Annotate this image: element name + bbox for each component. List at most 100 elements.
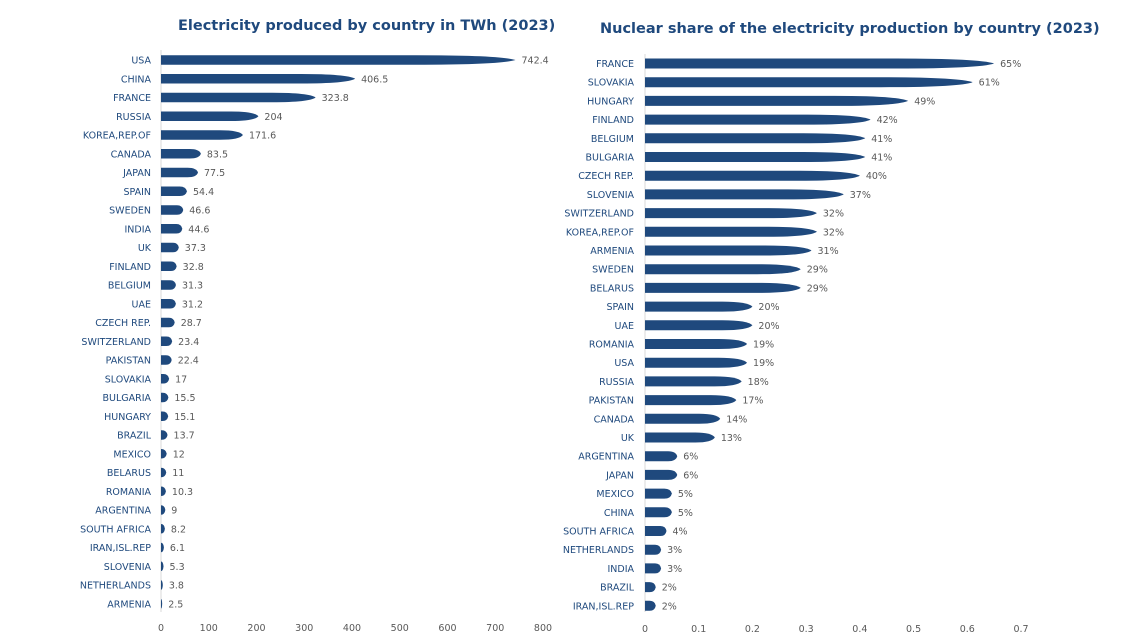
category-label: BULGARIA [102, 393, 151, 404]
category-label: CZECH REP. [578, 171, 634, 182]
bar [161, 299, 176, 309]
data-label: 323.8 [322, 93, 349, 104]
data-label: 14% [726, 414, 747, 425]
data-label: 11 [172, 468, 184, 479]
data-label: 5% [678, 489, 693, 500]
category-label: INDIA [124, 224, 151, 235]
data-label: 61% [979, 78, 1000, 89]
bar [645, 114, 871, 125]
data-label: 742.4 [521, 56, 548, 67]
category-label: SLOVENIA [587, 190, 635, 201]
bar [645, 133, 866, 144]
bar [645, 488, 672, 499]
bar [161, 111, 259, 121]
bar [645, 189, 844, 200]
bar [161, 186, 187, 196]
category-label: UK [138, 243, 152, 254]
data-label: 6% [683, 452, 698, 463]
category-label: ARGENTINA [95, 506, 151, 517]
x-tick-label: 700 [486, 623, 504, 634]
category-label: BELARUS [107, 468, 151, 479]
bar [161, 92, 316, 103]
bar [161, 317, 175, 328]
data-label: 46.6 [189, 206, 210, 217]
category-label: MEXICO [596, 489, 634, 500]
category-label: SWEDEN [109, 206, 151, 217]
category-label: SLOVENIA [104, 562, 152, 573]
bar [161, 74, 356, 84]
bar [161, 280, 176, 290]
x-tick-label: 200 [247, 623, 265, 634]
bar [161, 411, 169, 421]
category-label: CHINA [604, 508, 635, 519]
x-tick-label: 400 [343, 623, 361, 634]
data-label: 19% [753, 358, 774, 369]
data-label: 13.7 [174, 431, 195, 442]
category-label: FINLAND [592, 115, 634, 126]
bar [161, 336, 173, 346]
data-label: 29% [807, 283, 828, 294]
data-label: 29% [807, 265, 828, 276]
category-label: KOREA,REP.OF [566, 227, 634, 238]
data-label: 18% [748, 377, 769, 388]
data-label: 6% [683, 470, 698, 481]
data-label: 32% [823, 227, 844, 238]
category-label: ARMENIA [590, 246, 634, 257]
data-label: 3.8 [169, 581, 184, 592]
data-label: 40% [866, 171, 887, 182]
chart-title-electricity: Electricity produced by country in TWh (… [178, 18, 556, 34]
category-label: UAE [615, 321, 634, 332]
category-label: BRAZIL [117, 431, 152, 442]
bar [645, 395, 737, 406]
x-tick-label: 800 [534, 623, 552, 634]
data-label: 37% [850, 190, 871, 201]
data-label: 65% [1000, 59, 1021, 70]
bar [645, 507, 672, 518]
bar [161, 430, 168, 440]
bar [645, 245, 812, 256]
x-tick-label: 500 [391, 623, 409, 634]
category-label: ARGENTINA [578, 452, 634, 463]
bar [645, 451, 678, 462]
category-label: BULGARIA [585, 153, 634, 164]
bar [645, 301, 753, 312]
category-label: PAKISTAN [106, 356, 151, 367]
data-label: 3% [667, 545, 682, 556]
category-label: KOREA,REP.OF [83, 131, 151, 142]
bar [161, 505, 166, 515]
data-label: 17 [175, 374, 187, 385]
category-label: CZECH REP. [95, 318, 151, 329]
bar [645, 264, 801, 275]
category-label: BELGIUM [108, 281, 151, 292]
x-tick-label: 0 [158, 623, 164, 634]
category-label: BRAZIL [600, 583, 635, 594]
data-label: 23.4 [178, 337, 199, 348]
data-label: 22.4 [178, 356, 199, 367]
data-label: 406.5 [361, 74, 388, 85]
bar [161, 355, 172, 365]
x-tick-label: 0.6 [960, 624, 975, 635]
bar [645, 376, 742, 387]
data-label: 20% [758, 321, 779, 332]
category-label: SWITZERLAND [81, 337, 151, 348]
bar [645, 600, 656, 611]
category-label: UAE [132, 299, 151, 310]
chart-title-nuclear-share: Nuclear share of the electricity product… [600, 21, 1100, 37]
data-label: 83.5 [207, 149, 228, 160]
category-label: ROMANIA [589, 340, 635, 351]
bar [161, 467, 167, 478]
bar [645, 95, 909, 106]
category-label: SWEDEN [592, 265, 634, 276]
bar [645, 282, 801, 293]
bar [645, 413, 721, 424]
x-tick-label: 0 [642, 624, 648, 635]
data-label: 5% [678, 508, 693, 519]
category-label: HUNGARY [104, 412, 151, 423]
category-label: PAKISTAN [589, 396, 634, 407]
data-label: 5.3 [170, 562, 185, 573]
bar [161, 542, 164, 553]
bar [161, 55, 516, 65]
bar [161, 449, 167, 459]
data-label: 8.2 [171, 524, 186, 535]
